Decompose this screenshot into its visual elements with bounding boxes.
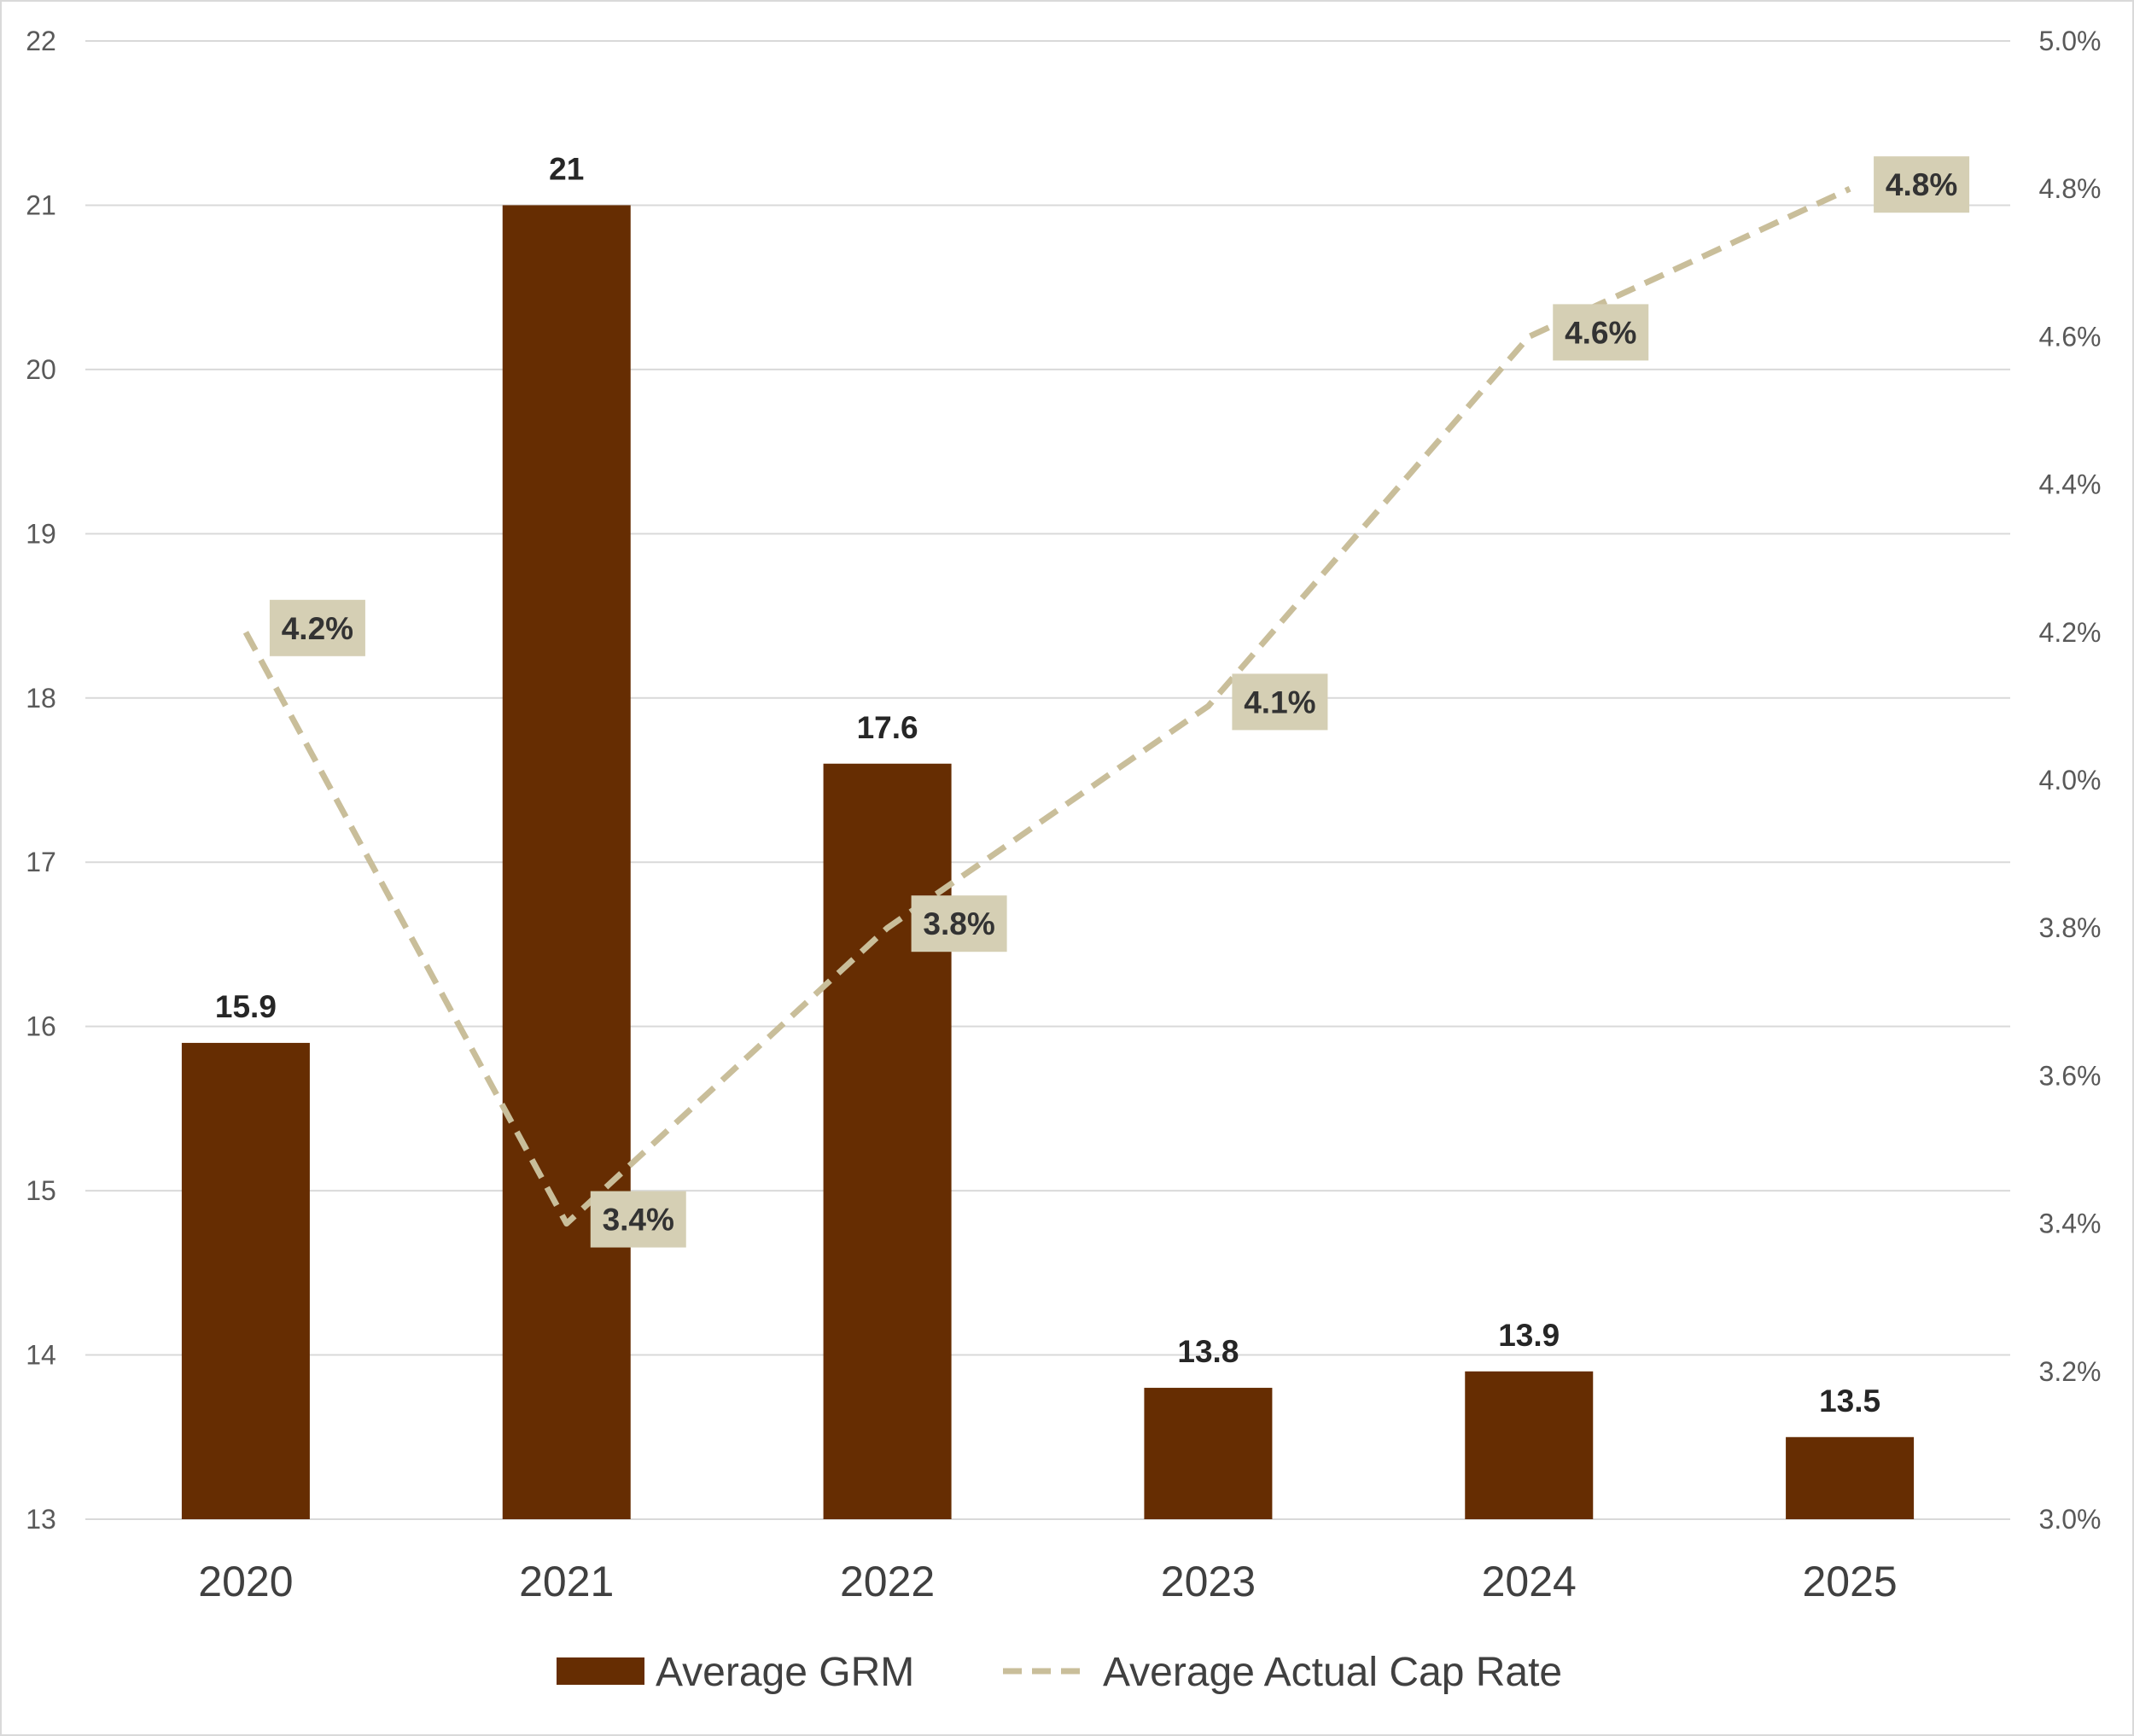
category-label-2022: 2022 bbox=[840, 1558, 935, 1605]
bar-2024 bbox=[1465, 1371, 1594, 1519]
bar-2023 bbox=[1144, 1388, 1273, 1519]
category-label-2021: 2021 bbox=[519, 1558, 614, 1605]
right-axis-tick-label: 4.6% bbox=[2039, 321, 2102, 352]
gridlines bbox=[85, 40, 2010, 1520]
legend-label-average-actual-cap-rate: Average Actual Cap Rate bbox=[1103, 1650, 1562, 1695]
cap-rate-label-box bbox=[1553, 304, 1649, 361]
category-label-2023: 2023 bbox=[1161, 1558, 1256, 1605]
left-axis-tick-label: 18 bbox=[26, 683, 56, 714]
cap-rate-data-label: 4.1% bbox=[1244, 684, 1315, 719]
cap-rate-label-box bbox=[1232, 673, 1328, 731]
left-axis-tick-label: 13 bbox=[26, 1504, 56, 1535]
left-axis-tick-label: 21 bbox=[26, 189, 56, 220]
left-axis-tick-label: 15 bbox=[26, 1175, 56, 1206]
cap-rate-data-label: 3.4% bbox=[603, 1203, 674, 1238]
left-axis-ticks: 13 14 15 16 17 18 19 20 21 22 bbox=[26, 26, 56, 1535]
bar-series-average-grm: 15.9 21 17.6 13.8 13.9 13.5 bbox=[181, 151, 1915, 1519]
line-series-average-actual-cap-rate: 4.2% 3.4% 3.8% 4.1% 4.6% 4.8% bbox=[242, 156, 1970, 1248]
right-axis-tick-label: 4.4% bbox=[2039, 469, 2102, 500]
cap-rate-label-box bbox=[590, 1191, 686, 1248]
category-label-2024: 2024 bbox=[1482, 1558, 1577, 1605]
category-axis-labels: 2020 2021 2022 2023 2024 2025 bbox=[198, 1558, 1897, 1605]
right-axis-tick-label: 4.2% bbox=[2039, 617, 2102, 648]
left-axis-tick-label: 17 bbox=[26, 847, 56, 877]
right-axis-tick-label: 5.0% bbox=[2039, 26, 2102, 56]
bar-data-label: 13.5 bbox=[1819, 1384, 1880, 1419]
bar-2025 bbox=[1786, 1436, 1915, 1519]
cap-rate-data-label: 3.8% bbox=[923, 906, 994, 941]
right-axis-tick-label: 4.8% bbox=[2039, 173, 2102, 204]
cap-rate-data-label: 4.8% bbox=[1886, 167, 1957, 202]
left-axis-tick-label: 19 bbox=[26, 518, 56, 549]
bar-data-label: 17.6 bbox=[857, 710, 918, 745]
left-axis-tick-label: 20 bbox=[26, 354, 56, 385]
left-axis-tick-label: 14 bbox=[26, 1340, 56, 1371]
bar-2020 bbox=[181, 1042, 310, 1519]
bar-data-label: 13.9 bbox=[1498, 1318, 1560, 1353]
left-axis-tick-label: 16 bbox=[26, 1011, 56, 1042]
right-axis-tick-label: 3.8% bbox=[2039, 912, 2102, 943]
category-label-2025: 2025 bbox=[1802, 1558, 1897, 1605]
left-axis-tick-label: 22 bbox=[26, 26, 56, 56]
cap-rate-data-label: 4.6% bbox=[1565, 315, 1636, 350]
bar-2021 bbox=[502, 205, 631, 1519]
legend-swatch-average-grm bbox=[557, 1657, 644, 1685]
cap-rate-label-box bbox=[1874, 156, 1970, 213]
cap-rate-data-label: 4.2% bbox=[282, 611, 353, 646]
cap-rate-label-box bbox=[911, 895, 1007, 952]
legend: Average GRM Average Actual Cap Rate bbox=[557, 1650, 1562, 1695]
right-axis-tick-label: 3.4% bbox=[2039, 1209, 2102, 1239]
bar-2022 bbox=[823, 763, 952, 1519]
category-label-2020: 2020 bbox=[198, 1558, 293, 1605]
right-axis-ticks: 3.0% 3.2% 3.4% 3.6% 3.8% 4.0% 4.2% 4.4% 4.6% 4.8%… bbox=[2039, 26, 2102, 1535]
bar-data-label: 21 bbox=[549, 151, 584, 186]
cap-rate-line bbox=[242, 186, 1851, 1227]
right-axis-tick-label: 3.2% bbox=[2039, 1356, 2102, 1387]
right-axis-tick-label: 4.0% bbox=[2039, 765, 2102, 795]
legend-label-average-grm: Average GRM bbox=[656, 1650, 914, 1695]
right-axis-tick-label: 3.0% bbox=[2039, 1504, 2102, 1535]
bar-data-label: 15.9 bbox=[215, 989, 277, 1024]
cap-rate-label-box bbox=[269, 599, 365, 656]
bar-data-label: 13.8 bbox=[1177, 1334, 1239, 1369]
right-axis-tick-label: 3.6% bbox=[2039, 1060, 2102, 1091]
